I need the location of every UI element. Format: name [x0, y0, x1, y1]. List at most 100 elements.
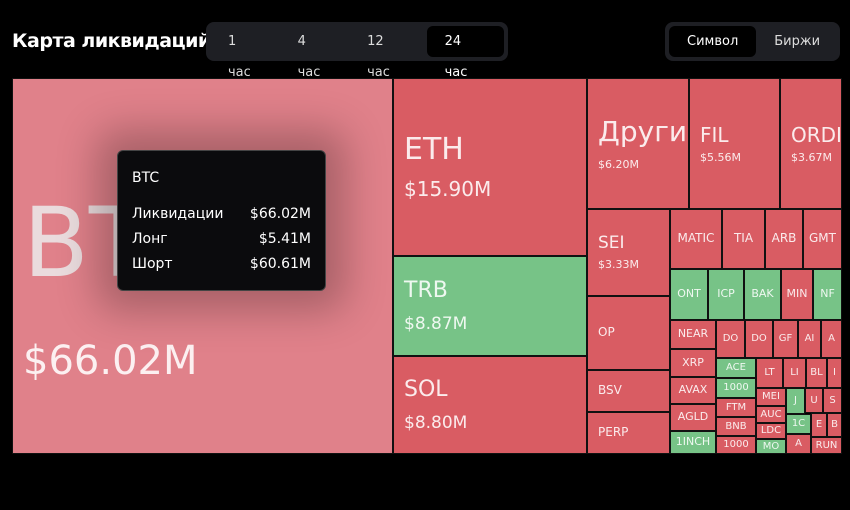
tile-label: 1000: [723, 439, 749, 451]
tile-label: SEI: [598, 233, 625, 254]
tile[interactable]: TRB $8.87M: [393, 256, 587, 356]
tile-label: ARB: [771, 231, 797, 246]
tile-label: AI: [804, 333, 815, 345]
tile-label: A: [828, 333, 835, 345]
tile-value: $15.90M: [404, 177, 492, 202]
tab[interactable]: 24 час: [426, 26, 504, 80]
tile-label: NEAR: [677, 327, 709, 341]
tile-label: BNB: [725, 420, 747, 432]
tile[interactable]: LT: [756, 358, 783, 388]
tile[interactable]: 1000: [716, 436, 756, 454]
tile[interactable]: BNB: [716, 417, 756, 436]
tile[interactable]: ETH $15.90M: [393, 78, 587, 256]
tile[interactable]: GMT: [803, 209, 842, 269]
tile[interactable]: OP: [587, 296, 670, 370]
tile[interactable]: GF: [773, 320, 798, 358]
tile-label: DO: [751, 333, 767, 345]
tile[interactable]: FTM: [716, 398, 756, 417]
tile[interactable]: NEAR: [670, 320, 716, 349]
tile[interactable]: DO: [716, 320, 745, 358]
time-tabs: 1 час 4 час 12 час 24 час: [206, 22, 508, 80]
tooltip-label: Шорт: [132, 256, 173, 272]
tile-label: GMT: [809, 231, 836, 246]
tile[interactable]: NF: [813, 269, 842, 320]
tile-label: XRP: [682, 355, 704, 369]
tile[interactable]: MIN: [781, 269, 813, 320]
tile[interactable]: TIA: [722, 209, 765, 269]
tile-label: 1000: [723, 382, 749, 394]
tile[interactable]: SEI $3.33M: [587, 209, 670, 296]
tile-value: $8.80M: [404, 412, 468, 433]
tile[interactable]: DO: [745, 320, 773, 358]
tile[interactable]: ARB: [765, 209, 803, 269]
tile[interactable]: 1C: [786, 414, 811, 434]
tile[interactable]: BSV: [587, 370, 670, 412]
tile-label: A: [795, 438, 802, 450]
tile-label: NF: [820, 287, 835, 301]
tile[interactable]: ICP: [708, 269, 744, 320]
tile[interactable]: U: [805, 388, 823, 413]
tile[interactable]: MEI: [756, 388, 786, 406]
tile-label: TRB: [404, 278, 448, 304]
tile[interactable]: MATIC: [670, 209, 722, 269]
tile[interactable]: PERP: [587, 412, 670, 454]
tab[interactable]: Символ: [669, 26, 757, 57]
tab[interactable]: 4 час: [297, 34, 321, 80]
tile[interactable]: J: [786, 388, 805, 414]
tile[interactable]: FIL $5.56M: [689, 78, 780, 209]
tile-label: SOL: [404, 377, 448, 403]
tile[interactable]: SOL $8.80M: [393, 356, 587, 454]
tooltip-row: Ликвидации $66.02M: [132, 206, 311, 222]
tile-label: MATIC: [677, 231, 715, 246]
tile[interactable]: AVAX: [670, 377, 716, 404]
tile[interactable]: AGLD: [670, 404, 716, 431]
tile-label: LI: [790, 367, 799, 379]
tile[interactable]: B: [827, 413, 842, 437]
tile[interactable]: ONT: [670, 269, 708, 320]
tooltip-value: $60.61M: [249, 256, 311, 272]
tile-label: MIN: [786, 287, 808, 301]
tile[interactable]: LI: [783, 358, 806, 388]
tile[interactable]: ACE: [716, 358, 756, 378]
tile-label: BSV: [598, 383, 622, 398]
tile-label: BAK: [751, 287, 774, 301]
tile[interactable]: BTC $66.02M: [12, 78, 393, 454]
tile[interactable]: BAK: [744, 269, 781, 320]
tile-value: $8.87M: [404, 313, 468, 334]
tile[interactable]: RUN: [811, 437, 842, 454]
tile[interactable]: BL: [806, 358, 827, 388]
tile[interactable]: 1INCH: [670, 431, 716, 454]
tile-label: ICP: [717, 287, 735, 301]
tile[interactable]: AI: [798, 320, 821, 358]
tooltip-row: Лонг $5.41M: [132, 231, 311, 247]
tile[interactable]: A: [821, 320, 842, 358]
tab[interactable]: 12 час: [367, 34, 390, 80]
tooltip-value: $66.02M: [249, 206, 311, 222]
tile-label: AGLD: [677, 410, 709, 424]
tile[interactable]: S: [823, 388, 842, 413]
tab[interactable]: 1 час: [228, 34, 251, 80]
tile[interactable]: MO: [756, 439, 786, 454]
tile[interactable]: I: [827, 358, 842, 388]
tile-label: ONT: [677, 287, 701, 301]
tile[interactable]: AUC: [756, 406, 786, 423]
tile-label: I: [833, 367, 836, 379]
tile[interactable]: XRP: [670, 349, 716, 377]
tile[interactable]: 1000: [716, 378, 756, 398]
tile-value: $6.20M: [598, 158, 639, 172]
tooltip: BTC Ликвидации $66.02M Лонг $5.41M Шорт $60.6…: [117, 150, 326, 291]
tile[interactable]: LDC: [756, 423, 786, 439]
tile[interactable]: E: [811, 413, 827, 437]
tile-label: RUN: [815, 439, 838, 451]
tile[interactable]: A: [786, 434, 811, 454]
tile-label: MEI: [762, 391, 780, 403]
tab[interactable]: Биржи: [774, 34, 821, 49]
tile[interactable]: ORDI $3.67M: [780, 78, 842, 209]
tile-value: $3.67M: [791, 150, 832, 164]
tile[interactable]: Другие $6.20M: [587, 78, 689, 209]
tile-label: E: [815, 419, 823, 431]
view-tabs: Символ Биржи: [665, 22, 840, 61]
tile-value: $3.33M: [598, 257, 639, 271]
